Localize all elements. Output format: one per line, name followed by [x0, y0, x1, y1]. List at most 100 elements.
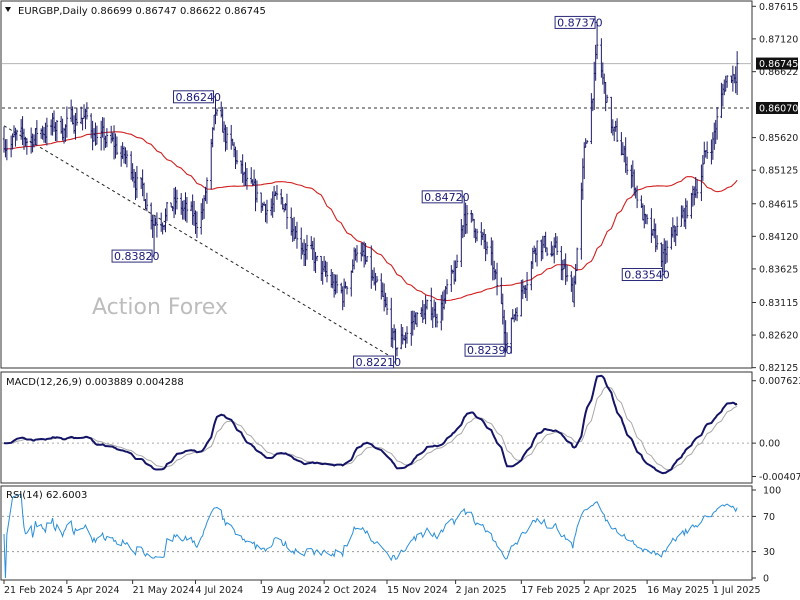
ohlc-bar	[165, 201, 169, 222]
ohlc-bar	[435, 313, 439, 328]
ohlc-bar	[45, 117, 49, 146]
time-tick-label: 19 Aug 2024	[261, 585, 322, 596]
ohlc-bar	[175, 189, 179, 210]
ohlc-bar	[505, 332, 509, 351]
ohlc-bar	[215, 108, 219, 116]
menu-triangle-icon[interactable]	[5, 7, 11, 12]
ohlc-bar	[535, 240, 539, 267]
ohlc-bar	[565, 265, 569, 282]
ohlc-bar	[345, 286, 349, 295]
ohlc-bar	[5, 139, 9, 161]
ohlc-bar	[695, 179, 699, 199]
price-tick-label: 0.84615	[759, 199, 798, 210]
ohlc-bar	[415, 312, 419, 328]
ohlc-bar	[405, 326, 409, 344]
price-tick-label: 0.85620	[759, 133, 798, 144]
price-tick-label: 0.82125	[759, 363, 798, 374]
macd-tick-label: -0.004073	[759, 472, 800, 483]
ohlc-bar	[645, 214, 649, 225]
macd-layer	[2, 374, 752, 475]
time-tick-label: 21 May 2024	[133, 585, 195, 596]
price-annotation: 0.82210	[353, 355, 402, 369]
ohlc-bar	[485, 241, 489, 255]
ohlc-bar	[555, 236, 559, 256]
price-panel-frame	[0, 0, 753, 369]
macd-panel-frame	[0, 371, 753, 484]
time-tick-label: 17 Feb 2025	[521, 585, 580, 596]
ohlc-bar	[105, 128, 109, 148]
annotation-label: 0.82390	[467, 344, 513, 357]
ohlc-bar	[315, 255, 319, 262]
price-annotation: 0.83540	[621, 268, 670, 282]
ohlc-bar	[325, 261, 329, 283]
ohlc-bar	[125, 150, 129, 168]
annotation-box	[111, 249, 153, 263]
ohlc-bar	[475, 228, 479, 242]
price-tick-label: 0.82620	[759, 331, 798, 342]
ohlc-bar	[285, 193, 289, 230]
price-tick-label: 0.84120	[759, 232, 798, 243]
macd-label: MACD(12,26,9) 0.003889 0.004288	[6, 377, 184, 388]
rsi-tick-label: 100	[763, 486, 781, 497]
ohlc-bar	[15, 129, 19, 141]
ohlc-bar	[65, 106, 69, 138]
reference-level-tag-bg	[756, 101, 798, 114]
price-annotation: 0.84720	[421, 190, 470, 204]
price-tick-label: 0.87120	[759, 34, 798, 45]
ohlc-bar	[685, 200, 689, 219]
rsi-tick-label: 30	[763, 547, 775, 558]
annotation-box	[621, 268, 663, 282]
ohlc-bar	[725, 75, 729, 88]
last-price-tag: 0.86745	[756, 57, 798, 70]
ohlc-bar	[595, 22, 599, 60]
ohlc-bar	[255, 180, 259, 203]
ohlc-bar	[355, 245, 359, 263]
annotation-label: 0.82210	[356, 356, 402, 369]
price-annotation: 0.86240	[173, 90, 221, 104]
reference-level-tag-text: 0.86070	[759, 103, 798, 114]
price-tick-label: 0.87615	[759, 2, 798, 13]
ohlc-bar	[245, 168, 249, 190]
last-price-tag-bg	[756, 57, 798, 70]
ohlc-bar	[445, 279, 449, 295]
ohlc-bar	[205, 177, 209, 204]
price-grid-layer	[2, 63, 752, 360]
annotation-box	[464, 343, 506, 357]
price-tick-label: 0.83115	[759, 298, 798, 309]
ohlc-bar	[465, 204, 469, 234]
watermark: Action Forex	[92, 295, 228, 320]
ohlc-bar	[375, 276, 379, 283]
ohlc-bars-layer	[2, 22, 739, 363]
time-tick-label: 1 Jul 2025	[713, 585, 761, 596]
ohlc-bar	[735, 51, 739, 95]
time-tick-label: 15 Nov 2024	[387, 585, 448, 596]
price-annotation: 0.82390	[464, 343, 513, 357]
ohlc-bar	[705, 141, 709, 159]
macd-axis: 0.007623 0.00 -0.004073	[752, 376, 800, 483]
symbol-ohlc-line: EURGBP,Daily 0.86699 0.86747 0.86622 0.8…	[18, 6, 266, 17]
ohlc-bar	[55, 120, 59, 142]
rsi-panel-frame	[0, 485, 753, 581]
ohlc-bar	[35, 120, 39, 146]
annotation-label: 0.84720	[424, 191, 470, 204]
price-tick-label: 0.83625	[759, 264, 798, 275]
annotation-label: 0.83540	[624, 269, 670, 282]
time-tick-label: 2 Jan 2025	[456, 585, 507, 596]
ohlc-bar	[675, 216, 679, 236]
ohlc-bar	[305, 234, 309, 260]
ohlc-bar	[585, 140, 589, 144]
price-annotation: 0.87370	[554, 15, 603, 29]
ohlc-bar	[545, 247, 549, 257]
rsi-line	[3, 493, 738, 579]
ohlc-bar	[275, 185, 279, 200]
ohlc-bar	[295, 221, 299, 249]
time-tick-label: 21 Feb 2024	[4, 585, 63, 596]
ohlc-bar	[455, 254, 459, 269]
macd-tick-label: 0.00	[759, 439, 780, 450]
ohlc-bar	[515, 307, 519, 322]
ohlc-bar	[635, 185, 639, 209]
ohlc-bar	[185, 197, 189, 223]
ohlc-bar	[235, 150, 239, 165]
ohlc-bar	[385, 296, 389, 315]
